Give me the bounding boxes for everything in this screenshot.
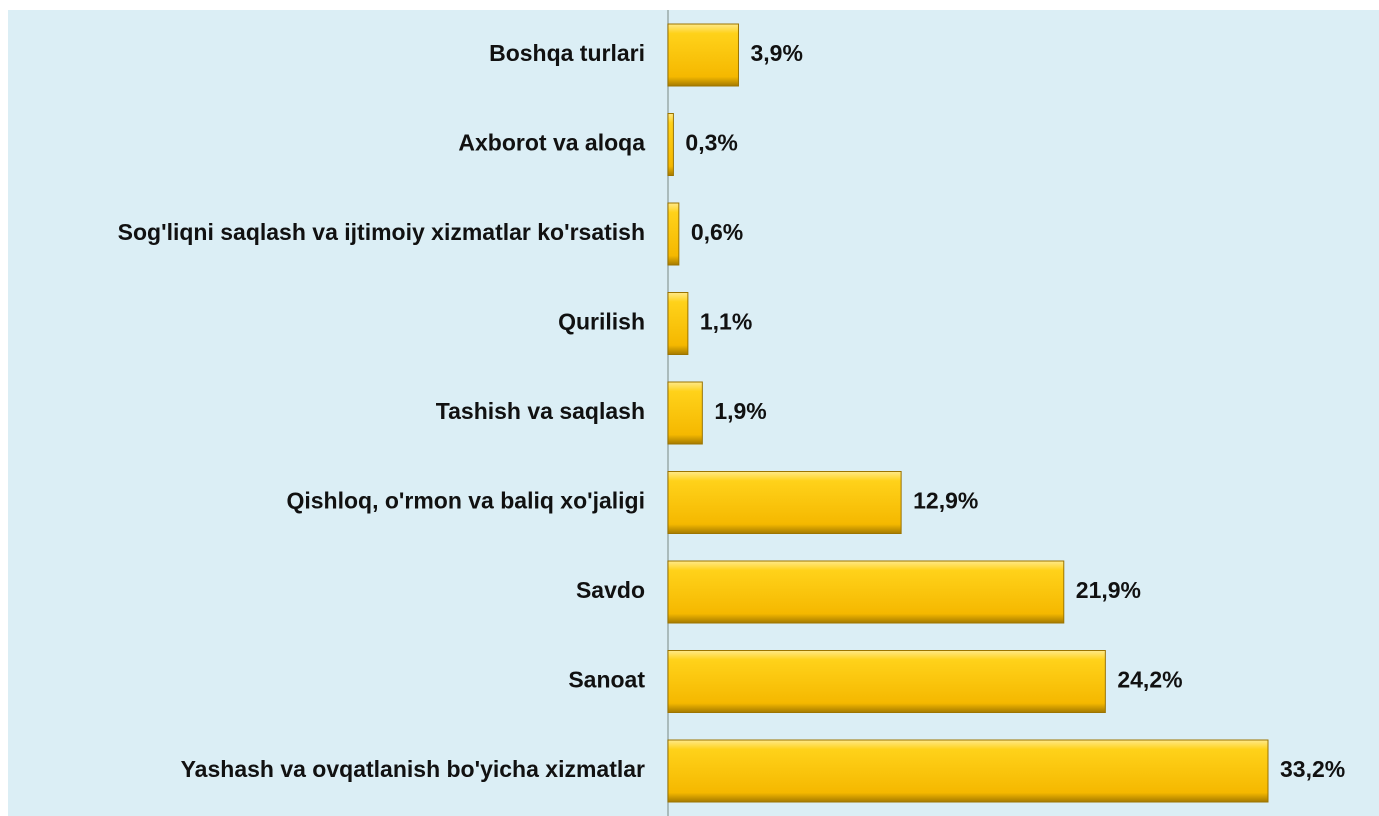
- bar: [667, 23, 739, 87]
- bar: [667, 202, 680, 266]
- category-label: Boshqa turlari: [489, 40, 645, 66]
- bar: [667, 381, 703, 445]
- category-label: Qurilish: [558, 309, 645, 335]
- value-label: 0,3%: [685, 130, 737, 156]
- category-label: Sanoat: [568, 667, 645, 693]
- bar: [667, 471, 902, 534]
- value-label: 0,6%: [691, 219, 743, 245]
- value-label: 1,9%: [714, 398, 766, 424]
- category-label: Sog'liqni saqlash va ijtimoiy xizmatlar …: [118, 219, 645, 245]
- bar: [667, 650, 1106, 713]
- category-label: Axborot va aloqa: [458, 130, 645, 156]
- value-label: 33,2%: [1280, 756, 1345, 782]
- bar: [667, 113, 674, 176]
- bar: [667, 560, 1065, 624]
- bar: [667, 292, 689, 355]
- bar: [667, 739, 1269, 803]
- value-label: 21,9%: [1076, 577, 1141, 603]
- category-label: Qishloq, o'rmon va baliq xo'jaligi: [286, 488, 645, 514]
- category-label: Tashish va saqlash: [436, 398, 645, 424]
- value-label: 24,2%: [1117, 667, 1182, 693]
- value-label: 3,9%: [750, 40, 802, 66]
- value-label: 1,1%: [700, 309, 752, 335]
- value-label: 12,9%: [913, 488, 978, 514]
- category-label: Yashash va ovqatlanish bo'yicha xizmatla…: [181, 756, 645, 782]
- category-label: Savdo: [576, 577, 645, 603]
